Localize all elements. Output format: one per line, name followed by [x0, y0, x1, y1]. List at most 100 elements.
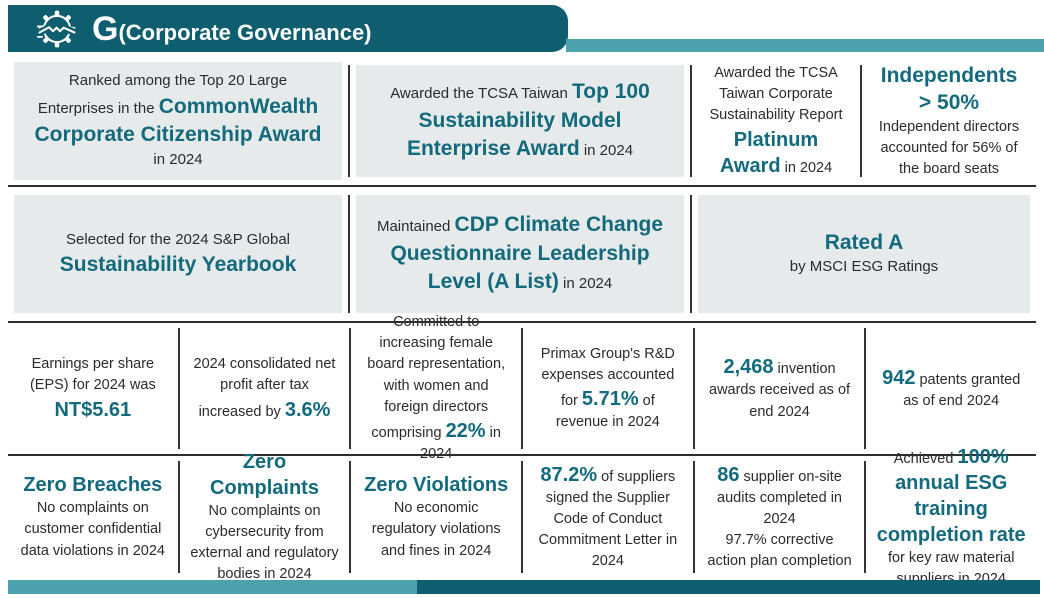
text-segment: patents granted as of end 2024 — [903, 371, 1021, 409]
stat-text: Primax Group's R&D expenses accounted fo… — [533, 344, 683, 433]
divider — [349, 461, 352, 573]
stat-heading: Zero Violations — [364, 474, 509, 497]
text-segment: in 2024 — [579, 142, 634, 160]
text-segment: Committed to increasing female board rep… — [367, 314, 506, 441]
stat-body: No complaints on customer confidential d… — [20, 500, 165, 559]
divider — [690, 195, 692, 313]
award-text: Awarded the TCSA Taiwan Top 100 Sustaina… — [374, 78, 666, 163]
card-msci-rating: Rated A by MSCI ESG Ratings — [692, 187, 1036, 321]
stat-invention-awards: 2,468 invention awards received as of en… — [695, 323, 865, 454]
accent-award-name: Platinum Award — [719, 128, 819, 177]
gear-handshake-icon — [36, 10, 78, 47]
accent-value: NT$5.61 — [54, 398, 132, 421]
stat-zero-violations: Zero Violations No economic regulatory v… — [351, 456, 521, 578]
divider — [348, 65, 350, 177]
text-segment: Maintained — [376, 218, 455, 236]
text-segment: Awarded the TCSA Taiwan — [390, 85, 572, 103]
text-segment: of revenue in 2024 — [555, 393, 660, 431]
text-segment: in 2024 — [153, 151, 203, 169]
stat-eps: Earnings per share (EPS) for 2024 was NT… — [8, 323, 178, 454]
accent-value: 100% annual ESG training completion rate — [876, 445, 1026, 546]
stat-text: 86 supplier on-site audits completed in … — [705, 462, 855, 530]
card-surface: Maintained CDP Climate Change Questionna… — [356, 195, 684, 313]
text-segment: Ranked among the Top 20 Large Enterprise… — [37, 72, 288, 117]
accent-award-name: Top 100 Sustainability Model Enterprise … — [406, 80, 650, 161]
footer-bar-dark-segment — [417, 580, 1040, 594]
card-surface: Ranked among the Top 20 Large Enterprise… — [14, 62, 342, 180]
text-segment: in 2024 — [558, 275, 613, 293]
row-awards-1: Ranked among the Top 20 Large Enterprise… — [8, 57, 1036, 185]
text-segment: of suppliers signed the Supplier Code of… — [538, 468, 678, 570]
divider — [8, 185, 1036, 187]
stat-heading: Zero Breaches — [23, 474, 163, 497]
divider — [521, 461, 524, 573]
accent-award-name: CommonWealth Corporate Citizenship Award — [34, 94, 322, 146]
stat-rd-expenses: Primax Group's R&D expenses accounted fo… — [523, 323, 693, 454]
text-segment: in 2024 — [420, 424, 501, 462]
footer-bar-light-segment — [8, 580, 417, 594]
row-awards-2: Selected for the 2024 S&P Global Sustain… — [8, 187, 1036, 321]
accent-value: 2,468 — [723, 356, 774, 379]
stat-esg-training: Achieved 100% annual ESG training comple… — [866, 446, 1036, 587]
accent-award-name: Sustainability Yearbook — [59, 253, 297, 277]
card-sp-yearbook: Selected for the 2024 S&P Global Sustain… — [8, 187, 348, 321]
title-text: (Corporate Governance) — [118, 19, 372, 45]
stat-text: Achieved 100% annual ESG training comple… — [876, 444, 1026, 590]
card-cdp-alist: Maintained CDP Climate Change Questionna… — [350, 187, 690, 321]
divider — [348, 195, 350, 313]
divider — [521, 328, 524, 449]
stat-text: 942 patents granted as of end 2024 — [876, 365, 1026, 412]
text-segment: supplier on-site audits completed in 202… — [717, 468, 842, 527]
text-segment: Primax Group's R&D expenses accounted fo… — [540, 345, 675, 409]
text-segment: 2024 consolidated net profit after tax i… — [193, 356, 336, 420]
row-stats-1: Earnings per share (EPS) for 2024 was NT… — [8, 314, 1036, 461]
accent-value: 3.6% — [284, 398, 331, 421]
award-text: Maintained CDP Climate Change Questionna… — [374, 211, 666, 296]
accent-value: 942 — [882, 366, 916, 389]
accent-value: 87.2% — [540, 463, 598, 486]
accent-value: 5.71% — [581, 388, 639, 410]
accent-award-name: CDP Climate Change Questionnaire Leaders… — [390, 213, 664, 294]
stat-net-profit: 2024 consolidated net profit after tax i… — [180, 323, 350, 454]
card-surface: Awarded the TCSA Taiwan Top 100 Sustaina… — [356, 65, 684, 177]
card-commonwealth-award: Ranked among the Top 20 Large Enterprise… — [8, 57, 348, 185]
divider — [860, 65, 862, 177]
divider — [692, 461, 695, 573]
text-segment: invention awards received as of end 2024 — [709, 361, 851, 420]
card-surface: Rated A by MSCI ESG Ratings — [698, 195, 1030, 313]
text-segment: Selected for the 2024 S&P Global — [65, 230, 291, 248]
stat-supplier-audits: 86 supplier on-site audits completed in … — [695, 456, 865, 578]
stat-text: 2024 consolidated net profit after tax i… — [190, 354, 340, 422]
stat-body: by MSCI ESG Ratings — [789, 258, 939, 276]
stat-text: Earnings per share (EPS) for 2024 was NT… — [18, 354, 168, 422]
accent-value: 22% — [445, 419, 486, 442]
divider — [690, 65, 692, 177]
stat-patents: 942 patents granted as of end 2024 — [866, 323, 1036, 454]
divider — [8, 454, 1036, 456]
divider — [864, 461, 867, 573]
accent-value: 86 — [717, 463, 740, 486]
stat-heading: Zero Complaints — [210, 450, 319, 499]
footer-bar — [8, 580, 1040, 594]
divider — [692, 328, 695, 449]
award-text: Ranked among the Top 20 Large Enterprise… — [32, 70, 324, 172]
stat-heading: Rated A — [824, 231, 904, 255]
stat-body: No complaints on cybersecurity from exte… — [190, 502, 339, 583]
stat-text: Committed to increasing female board rep… — [361, 312, 511, 464]
stat-body: No economic regulatory violations and fi… — [371, 500, 501, 559]
divider — [349, 328, 352, 449]
text-segment: Earnings per share (EPS) for 2024 was — [29, 356, 156, 394]
divider — [177, 461, 180, 573]
page-title: G(Corporate Governance) — [92, 12, 372, 46]
text-segment: Achieved — [893, 450, 958, 467]
award-text: Selected for the 2024 S&P Global Sustain… — [32, 229, 324, 280]
stat-supplier-coc: 87.2% of suppliers signed the Supplier C… — [523, 456, 693, 578]
header-accent-strip — [566, 39, 1044, 52]
stat-zero-complaints: Zero Complaints No complaints on cyberse… — [180, 451, 350, 582]
card-tcsa-platinum: Awarded the TCSA Taiwan Corporate Sustai… — [692, 57, 860, 185]
row-stats-2: Zero Breaches No complaints on customer … — [8, 446, 1036, 587]
stat-body: Independent directors accounted for 56% … — [878, 118, 1020, 177]
divider — [864, 328, 867, 449]
award-text: Awarded the TCSA Taiwan Corporate Sustai… — [702, 63, 850, 178]
